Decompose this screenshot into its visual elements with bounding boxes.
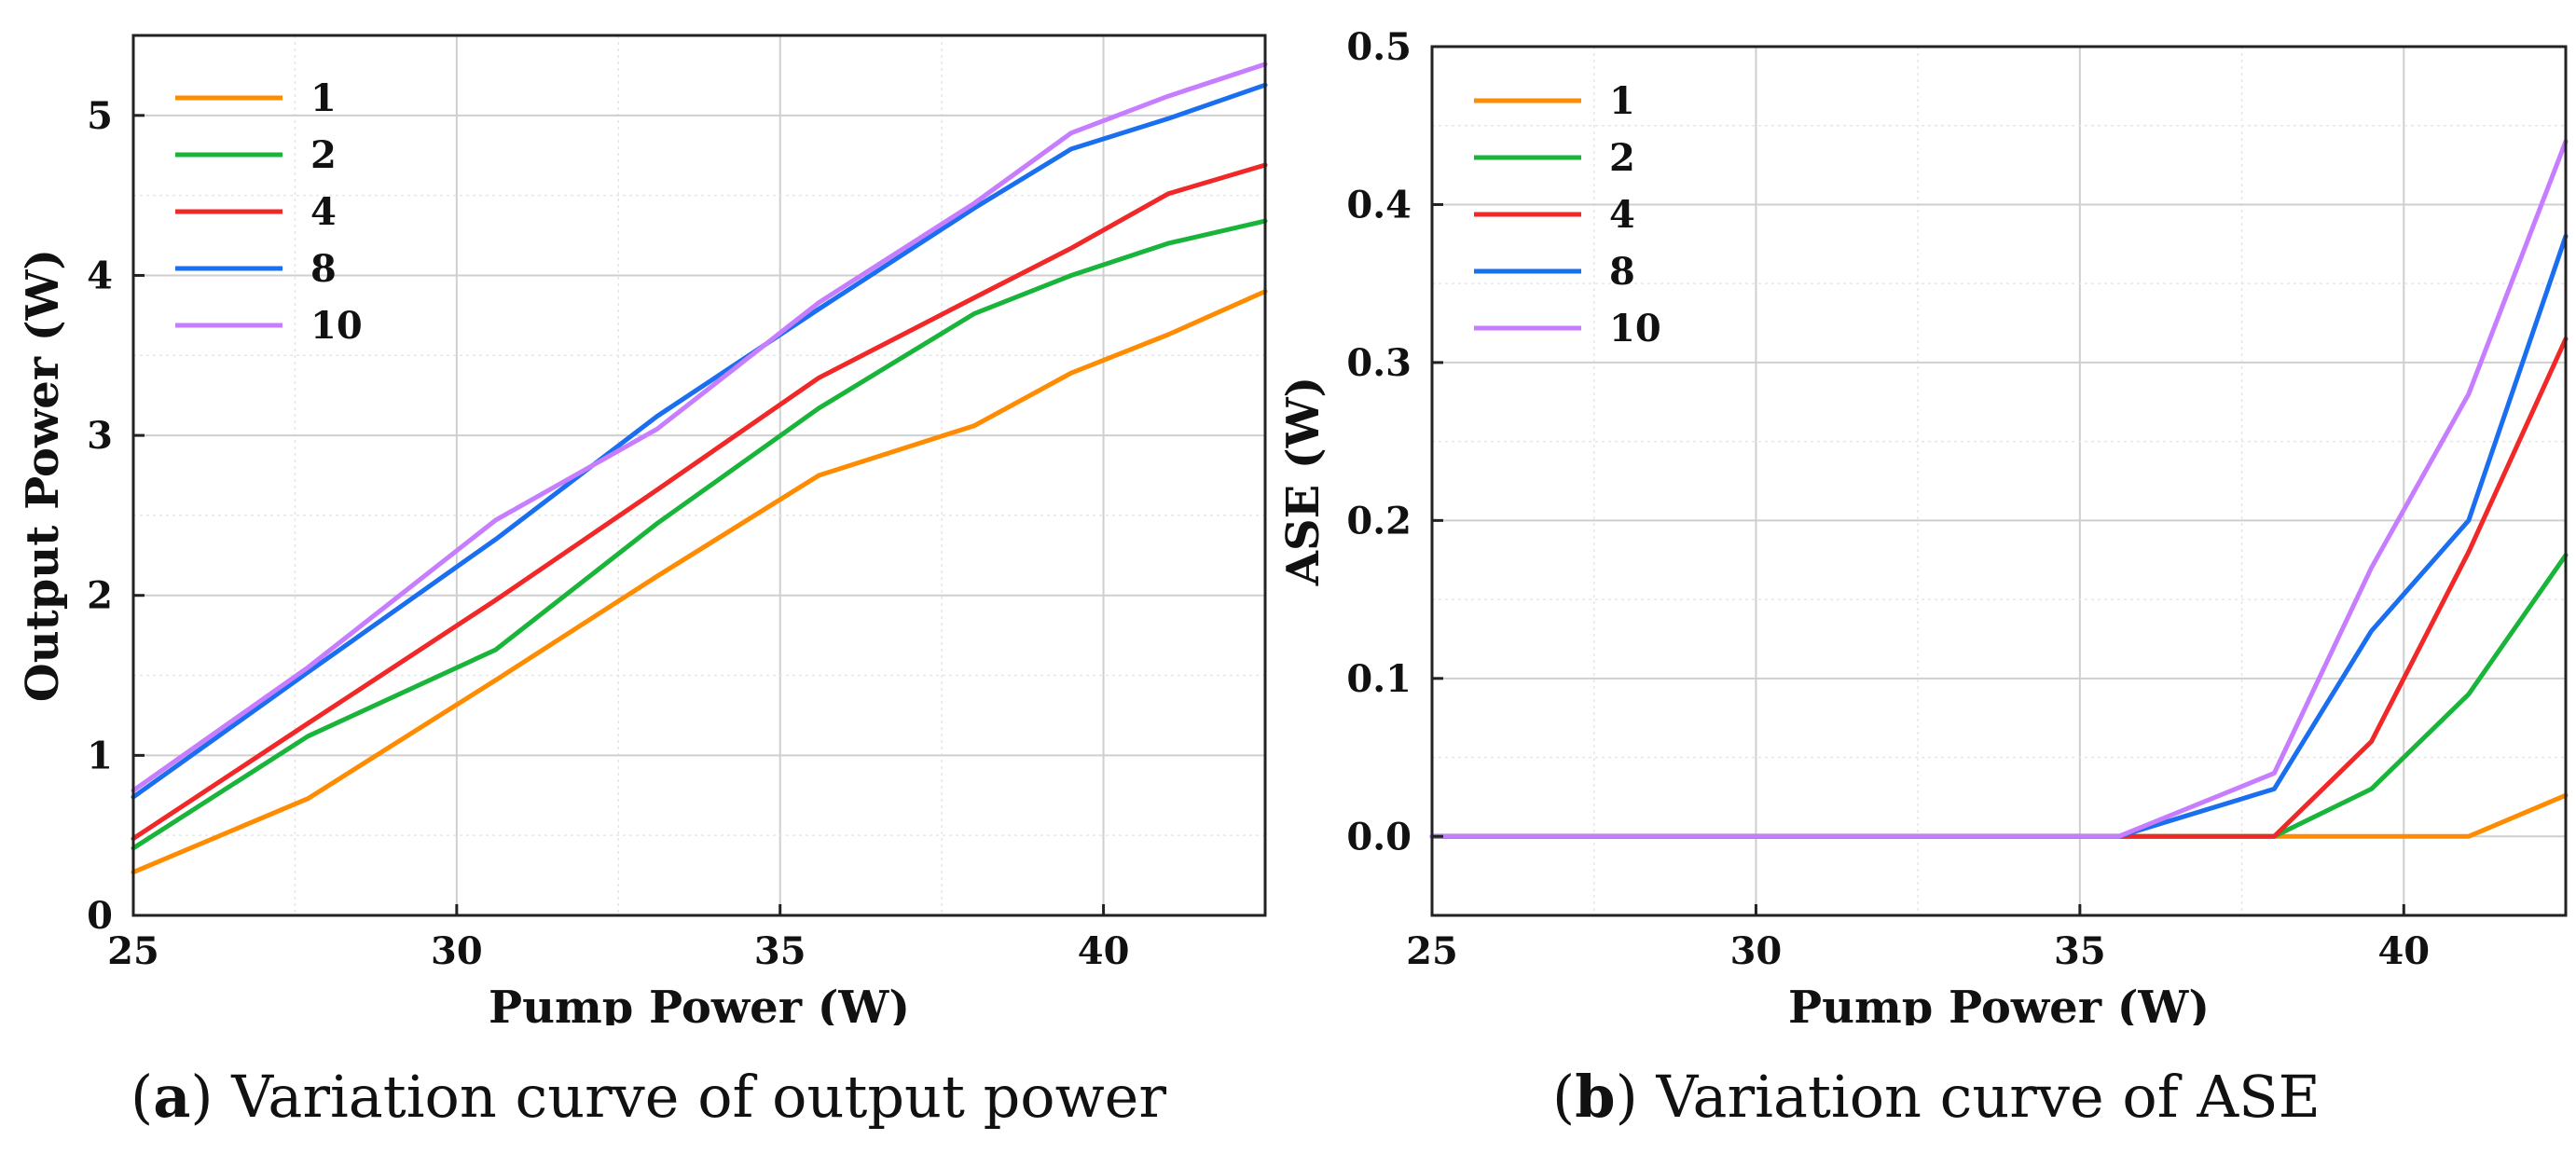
caption-a-letter: a xyxy=(153,1063,191,1131)
chart-a-plot-area xyxy=(133,35,1265,915)
chart-a-xtick-label: 25 xyxy=(107,929,159,973)
chart-b-ytick-label: 0.2 xyxy=(1346,499,1412,543)
chart-a-series-1 xyxy=(131,289,1268,875)
chart-b-xtick-label: 30 xyxy=(1730,929,1783,973)
chart-b-xlabel: Pump Power (W) xyxy=(1788,982,2210,1025)
caption-b-text: Variation curve of ASE xyxy=(1656,1063,2321,1131)
chart-a-series-8 xyxy=(131,82,1268,800)
chart-b-legend-label-8: 8 xyxy=(1609,250,1635,294)
chart-a-legend: 1 2 4 8 10 xyxy=(175,76,363,348)
chart-b-ytick-label: 0.5 xyxy=(1346,25,1412,69)
chart-a-legend-label-2: 2 xyxy=(310,133,337,177)
chart-a-legend-label-4: 4 xyxy=(310,190,337,234)
chart-b-xtick-label: 35 xyxy=(2054,929,2106,973)
chart-b-plot-area xyxy=(1432,47,2566,915)
chart-b-legend-label-4: 4 xyxy=(1609,193,1635,237)
chart-a-legend-label-8: 8 xyxy=(310,247,337,291)
chart-b-legend-label-1: 1 xyxy=(1609,79,1635,123)
chart-b-xtick-label: 40 xyxy=(2377,929,2430,973)
chart-a-xtick-label: 30 xyxy=(431,929,483,973)
chart-b-ytick-label: 0.4 xyxy=(1346,183,1412,227)
chart-b-ytick-label: 0.1 xyxy=(1346,657,1412,701)
chart-b: 25 30 35 40 0.0 0.1 0.2 0.3 0.4 0.5 Pump Power (W)… xyxy=(1277,25,2569,1025)
chart-b-legend: 1 2 4 8 10 xyxy=(1474,79,1661,350)
chart-a-series-10 xyxy=(131,62,1268,793)
chart-a-ytick-label: 1 xyxy=(87,734,113,777)
caption-b: (b) Variation curve of ASE xyxy=(1552,1063,2321,1131)
chart-b-ytick-label: 0.3 xyxy=(1346,341,1412,385)
chart-b-xtick-label: 25 xyxy=(1406,929,1458,973)
chart-a-legend-label-1: 1 xyxy=(310,76,337,120)
chart-a-ytick-label: 0 xyxy=(87,894,113,938)
chart-b-frame xyxy=(1430,45,2568,917)
figure-canvas: 25 30 35 40 0 1 2 3 4 5 Pump Power (W) Output Power… xyxy=(17,25,2569,1025)
chart-a-ytick-label: 5 xyxy=(87,94,113,138)
chart-a: 25 30 35 40 0 1 2 3 4 5 Pump Power (W) Output Power… xyxy=(17,34,1268,1025)
chart-a-ytick-label: 3 xyxy=(87,414,113,458)
chart-a-series-2 xyxy=(131,218,1268,851)
chart-b-legend-label-10: 10 xyxy=(1609,307,1661,350)
chart-b-series-10 xyxy=(1429,139,2569,839)
chart-a-xtick-label: 40 xyxy=(1078,929,1130,973)
chart-b-ylabel: ASE (W) xyxy=(1277,377,1329,587)
chart-a-xlabel: Pump Power (W) xyxy=(489,982,910,1025)
caption-a: (a) Variation curve of output power xyxy=(131,1063,1167,1131)
chart-a-ytick-label: 4 xyxy=(87,254,113,297)
chart-a-ylabel: Output Power (W) xyxy=(17,249,69,702)
caption-a-text: Variation curve of output power xyxy=(231,1063,1167,1131)
chart-a-ytick-label: 2 xyxy=(87,574,113,618)
chart-b-ytick-label: 0.0 xyxy=(1346,815,1412,859)
chart-a-xtick-label: 35 xyxy=(754,929,806,973)
caption-b-letter: b xyxy=(1575,1063,1616,1131)
chart-a-frame xyxy=(131,34,1267,917)
chart-a-legend-label-10: 10 xyxy=(310,304,363,348)
chart-a-series-4 xyxy=(131,162,1268,842)
chart-b-legend-label-2: 2 xyxy=(1609,136,1635,180)
